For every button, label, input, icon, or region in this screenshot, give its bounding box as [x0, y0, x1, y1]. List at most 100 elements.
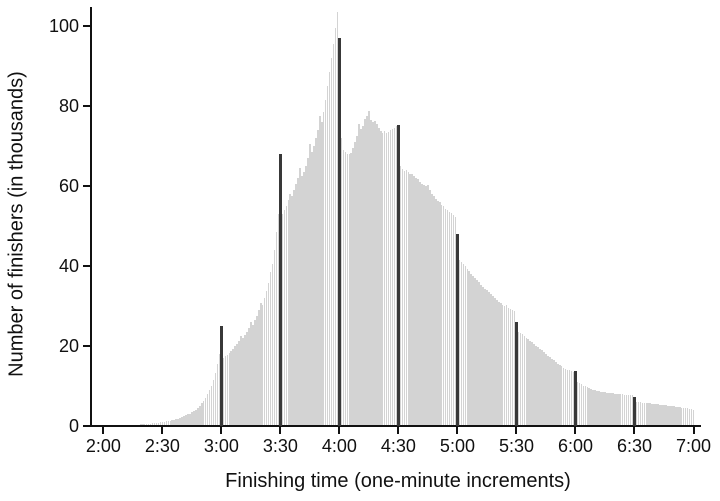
histogram-bar [645, 402, 648, 426]
histogram-bar [592, 389, 594, 426]
histogram-bar [509, 309, 512, 426]
histogram-bar [499, 303, 502, 426]
y-axis-title: Number of finishers (in thousands) [5, 71, 28, 377]
histogram-bar [503, 305, 506, 426]
histogram-bar [305, 165, 307, 426]
histogram-bar [258, 310, 260, 426]
histogram-bar [501, 304, 504, 426]
histogram-bar [171, 420, 174, 426]
x-tick-label: 2:00 [85, 436, 121, 456]
histogram-bar [379, 131, 382, 426]
histogram-bar [444, 208, 447, 426]
x-tick [338, 426, 341, 434]
x-tick-label: 5:30 [498, 436, 534, 456]
histogram-bar [688, 408, 691, 426]
histogram-bar [442, 206, 445, 426]
histogram-bar [657, 404, 659, 426]
histogram-bar [464, 266, 467, 426]
y-tick [83, 424, 90, 427]
histogram-bar [551, 358, 553, 426]
histogram-bar [289, 193, 292, 426]
threshold-line-3:30 [279, 153, 282, 426]
histogram-bar [604, 392, 606, 426]
histogram-bar [214, 372, 217, 426]
histogram-bar [387, 131, 390, 426]
histogram-bar [405, 170, 408, 426]
histogram-bar [230, 350, 233, 426]
histogram-bar [692, 409, 695, 426]
histogram-bar [181, 417, 183, 426]
histogram-bar [399, 165, 402, 426]
histogram-bar [409, 173, 412, 426]
x-tick-label: 7:00 [675, 436, 712, 456]
threshold-line-5:00 [456, 233, 459, 426]
histogram-bar [244, 335, 246, 426]
histogram-bar [564, 368, 567, 426]
histogram-bar [250, 322, 252, 426]
y-tick [83, 344, 90, 347]
y-tick-label: 60 [58, 175, 79, 196]
histogram-bar [411, 174, 413, 426]
histogram-bar [690, 409, 693, 426]
histogram-bar [236, 343, 238, 426]
histogram-bar [480, 284, 482, 426]
histogram-bar [354, 142, 356, 426]
histogram-bar [478, 282, 480, 426]
histogram-bar [269, 271, 272, 426]
histogram-bar [425, 186, 427, 426]
histogram-bar [183, 416, 185, 426]
histogram-bar [614, 393, 616, 426]
histogram-bar [385, 133, 388, 426]
histogram-bar [378, 127, 380, 426]
histogram-bar [433, 196, 435, 426]
histogram-bar [218, 353, 221, 426]
histogram-bar [336, 12, 339, 426]
histogram-bar [202, 400, 205, 426]
histogram-bar [193, 410, 195, 426]
histogram-bar [417, 179, 419, 426]
histogram-bar [360, 128, 362, 426]
histogram-bar [617, 393, 620, 426]
histogram-bar [568, 370, 571, 426]
histogram-bar [431, 193, 433, 426]
histogram-bar [191, 411, 193, 426]
histogram-bar [374, 120, 376, 426]
histogram-bar [348, 154, 351, 426]
histogram-bar [340, 137, 343, 426]
x-tick [574, 426, 577, 434]
histogram-bar [446, 210, 449, 426]
histogram-bar [350, 152, 352, 426]
histogram-bar [527, 339, 530, 426]
histogram-bar [535, 345, 537, 426]
histogram-bar [153, 423, 156, 426]
y-tick [83, 184, 90, 187]
histogram-bar [562, 367, 565, 426]
x-tick-label: 6:00 [557, 436, 593, 456]
histogram-bar [427, 184, 429, 426]
x-tick-label: 2:30 [144, 436, 180, 456]
y-tick [83, 104, 90, 107]
histogram-bar [472, 275, 474, 426]
histogram-bar [476, 280, 478, 426]
histogram-bar [283, 209, 286, 426]
histogram-bar [621, 394, 624, 426]
histogram-bar [578, 383, 581, 426]
histogram-bar [165, 421, 168, 426]
histogram-bar [663, 405, 665, 426]
histogram-bar [653, 403, 655, 426]
histogram-bar [517, 331, 520, 426]
histogram-bar [238, 340, 240, 426]
histogram-bar [669, 405, 671, 426]
histogram-bar [299, 167, 301, 426]
histogram-bar [547, 355, 549, 426]
histogram-bar [667, 405, 669, 426]
histogram-bar [261, 304, 264, 426]
histogram-bar [673, 406, 675, 426]
histogram-bar [208, 390, 211, 426]
histogram-bar [641, 402, 644, 426]
histogram-bar [525, 337, 528, 426]
histogram-bar [588, 387, 591, 426]
histogram-bar [370, 119, 372, 426]
histogram-bar [281, 213, 284, 426]
histogram-bar [254, 320, 256, 426]
